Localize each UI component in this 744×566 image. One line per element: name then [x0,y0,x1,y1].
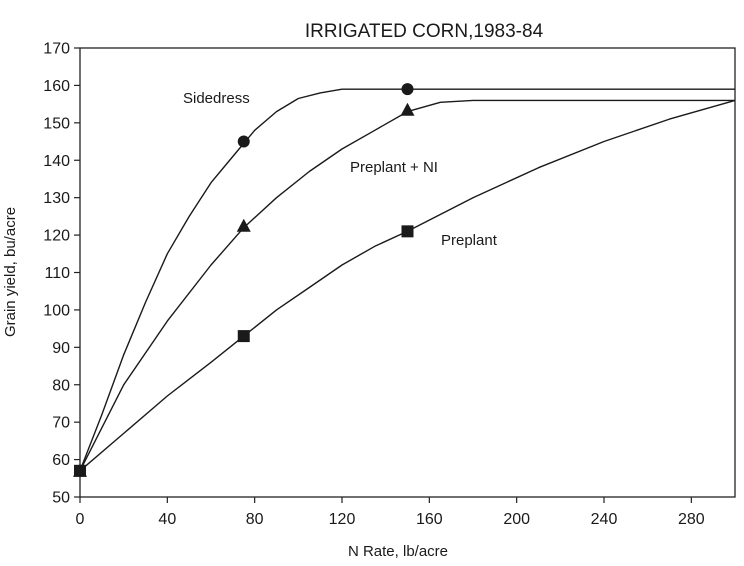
data-point-preplant [401,225,414,238]
y-tick-label: 150 [43,115,70,132]
y-tick-label: 80 [52,377,70,394]
x-axis-label: N Rate, lb/acre [348,543,448,560]
series-line-sidedress [79,88,735,472]
y-tick-label: 70 [52,415,70,432]
y-tick-label: 100 [43,302,70,319]
data-point-preplant-ni [400,102,415,116]
axis-ticks: 50 60 70 80 90 100 110 120 130 140 150 160 170 0 40 80 1… [43,41,704,529]
series-line-preplant-ni [79,99,735,472]
data-point-preplant [237,330,250,343]
series-markers [73,83,415,477]
y-tick-label: 60 [52,452,70,469]
x-tick-label: 240 [591,511,618,528]
x-tick-label: 40 [158,511,176,528]
data-point-preplant-ni [236,218,251,232]
y-tick-label: 90 [52,340,70,357]
y-tick-label: 170 [43,41,70,58]
x-tick-label: 80 [246,511,264,528]
y-tick-label: 50 [52,490,70,507]
series-label-sidedress: Sidedress [183,90,250,107]
chart-title: IRRIGATED CORN,1983-84 [305,21,544,42]
series-label-preplant-ni: Preplant + NI [350,159,438,176]
y-tick-label: 160 [43,78,70,95]
y-tick-label: 110 [44,265,70,282]
x-tick-label: 200 [503,511,530,528]
series-curves [79,88,736,472]
data-point-sidedress [237,135,250,148]
x-tick-label: 120 [329,511,356,528]
x-tick-label: 0 [76,511,85,528]
series-line-preplant [79,99,736,472]
data-point-sidedress [401,83,414,96]
y-tick-label: 120 [43,228,70,245]
x-tick-label: 160 [416,511,443,528]
y-axis-label: Grain yield, bu/acre [2,207,19,337]
series-label-preplant: Preplant [441,232,498,249]
data-point-preplant [74,464,86,477]
x-tick-label: 280 [678,511,705,528]
y-tick-label: 140 [43,153,70,170]
y-tick-label: 130 [43,190,70,207]
